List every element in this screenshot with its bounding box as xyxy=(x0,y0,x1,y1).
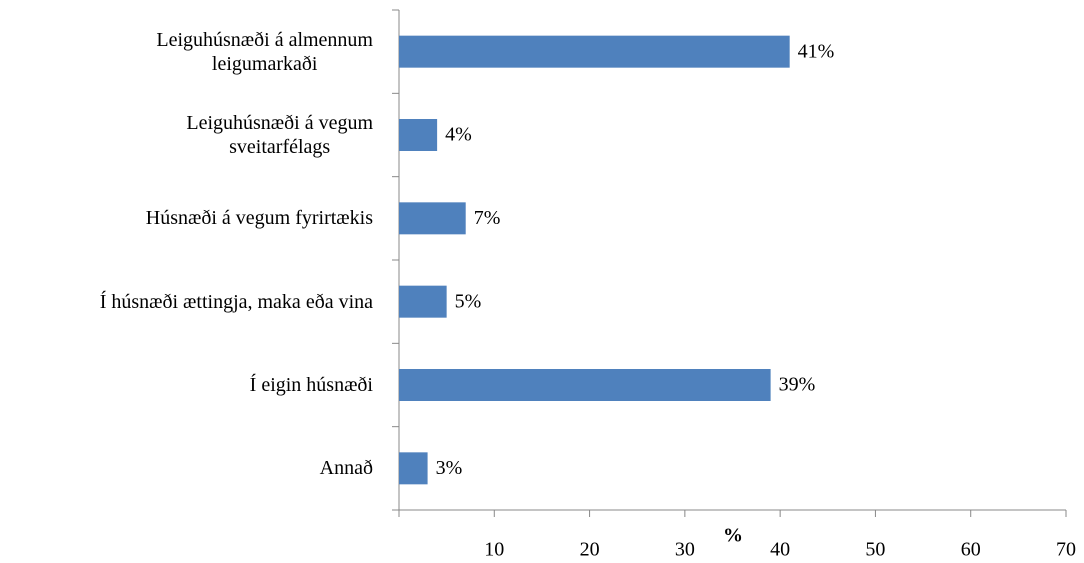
bar xyxy=(399,285,447,318)
bar xyxy=(399,452,428,485)
category-text: Leiguhúsnæði á almennum leigumarkaði xyxy=(156,28,373,75)
x-tick-label: 70 xyxy=(1056,539,1076,561)
category-label: Leiguhúsnæði á vegum sveitarfélags xyxy=(186,111,373,159)
x-tick-label: 50 xyxy=(865,539,885,561)
category-text: Annað xyxy=(319,457,373,480)
value-label: 39% xyxy=(779,374,816,396)
bar xyxy=(399,202,466,235)
category-label: Í húsnæði ættingja, maka eða vina xyxy=(100,290,373,314)
value-label: 4% xyxy=(445,124,472,146)
value-label: 41% xyxy=(798,40,835,62)
x-axis-label: % xyxy=(723,525,743,547)
value-label: 7% xyxy=(474,207,501,229)
value-label: 3% xyxy=(436,457,463,479)
category-text: Í eigin húsnæði xyxy=(249,374,373,396)
category-label: Húsnæði á vegum fyrirtækis xyxy=(146,206,373,230)
bar xyxy=(399,119,438,151)
value-label: 5% xyxy=(455,290,482,312)
category-label: Leiguhúsnæði á almennum leigumarkaði xyxy=(156,28,373,76)
x-tick-label: 60 xyxy=(961,539,981,561)
category-text: Í húsnæði ættingja, maka eða vina xyxy=(99,290,373,313)
category-label: Annað xyxy=(320,456,373,480)
bar xyxy=(399,35,790,68)
x-tick-label: 40 xyxy=(770,539,790,561)
x-tick-label: 20 xyxy=(580,539,600,561)
category-label: Í eigin húsnæði xyxy=(250,373,373,397)
x-tick-label: 30 xyxy=(675,539,695,561)
x-tick-label: 10 xyxy=(484,539,504,561)
bar xyxy=(399,369,771,401)
category-text: Húsnæði á vegum fyrirtækis xyxy=(145,207,373,230)
category-text: Leiguhúsnæði á vegum sveitarfélags xyxy=(186,112,373,158)
